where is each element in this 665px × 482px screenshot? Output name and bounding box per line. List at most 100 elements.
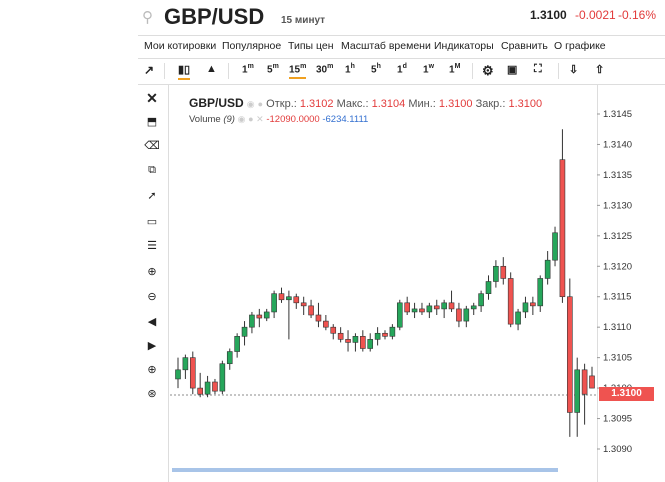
interval-1m-label: 1 bbox=[242, 64, 248, 76]
candle-body bbox=[352, 336, 359, 343]
interval-1m[interactable]: 1m bbox=[242, 63, 254, 75]
interval-5m[interactable]: 5m bbox=[267, 63, 279, 75]
interval-5h[interactable]: 5h bbox=[371, 63, 381, 75]
interval-1M-unit: M bbox=[454, 63, 461, 70]
quote-header: ⚲ GBP/USD 15 минут 1.3100 -0.0021 -0.16% bbox=[0, 0, 665, 34]
close-label: Закр.: bbox=[475, 98, 506, 110]
candle-body bbox=[234, 336, 240, 352]
interval-1h[interactable]: 1h bbox=[345, 63, 355, 75]
scroll-right-icon[interactable]: ▶ bbox=[147, 340, 157, 352]
volume-param: (9) bbox=[223, 114, 235, 125]
candle-body bbox=[323, 320, 329, 328]
toolbar-divider bbox=[472, 63, 473, 79]
settings-small-icon[interactable]: ● bbox=[257, 99, 264, 109]
candle-body bbox=[308, 305, 314, 316]
menu-popular[interactable]: Популярное bbox=[222, 40, 282, 52]
menu-indicators[interactable]: Индикаторы bbox=[434, 40, 494, 52]
low-value: 1.3100 bbox=[438, 98, 473, 110]
low-label: Мин.: bbox=[408, 98, 436, 110]
menu-compare[interactable]: Сравнить bbox=[501, 40, 548, 52]
volume-legend: Volume (9) ◉ ● ✕ -12090.0000 -6234.1111 bbox=[189, 114, 368, 125]
interval-1w-label: 1 bbox=[423, 64, 429, 76]
volume-bars bbox=[172, 468, 558, 472]
interval-1w-unit: w bbox=[428, 63, 435, 70]
interval-1M[interactable]: 1M bbox=[449, 63, 460, 75]
y-tick-label: 1.3130 bbox=[603, 200, 632, 211]
current-price-label: 1.3100 bbox=[599, 387, 654, 401]
camera-icon[interactable]: ▣ bbox=[507, 64, 518, 76]
zoom-in-icon[interactable]: ⊕ bbox=[147, 266, 157, 278]
candle-body bbox=[293, 296, 300, 304]
zoom-out-icon[interactable]: ⊖ bbox=[147, 291, 157, 303]
menu-bar: Мои котировки Популярное Типы цен Масшта… bbox=[138, 35, 665, 59]
gear-icon[interactable]: ⚙ bbox=[482, 63, 494, 78]
zoom-plus-icon[interactable]: ⊕ bbox=[147, 364, 157, 376]
candles-group bbox=[175, 129, 595, 437]
download-icon[interactable]: ⇩ bbox=[569, 64, 579, 76]
candle-body bbox=[500, 265, 507, 279]
menu-price-types[interactable]: Типы цен bbox=[288, 40, 334, 52]
menu-about-chart[interactable]: О графике bbox=[554, 40, 606, 52]
toolbar-divider bbox=[164, 63, 165, 79]
delete-tool-icon[interactable]: ⌫ bbox=[144, 140, 160, 152]
chart-toolbar: ↗ ▮▯ ▲ 1m 5m 15m 30m 1h 5h 1d 1w 1M ⚙ ▣ … bbox=[138, 58, 665, 85]
volume-value-2: -6234.1111 bbox=[322, 114, 369, 125]
menu-my-quotes[interactable]: Мои котировки bbox=[144, 40, 217, 52]
y-tick-label: 1.3125 bbox=[603, 231, 632, 242]
interval-30m[interactable]: 30m bbox=[316, 63, 333, 75]
scroll-left-icon[interactable]: ◀ bbox=[147, 316, 157, 328]
interval-1m-unit: m bbox=[247, 63, 254, 70]
settings-small-icon[interactable]: ● bbox=[248, 114, 254, 124]
candle-body bbox=[175, 369, 181, 380]
remove-icon[interactable]: ✕ bbox=[256, 114, 264, 124]
candle-body bbox=[507, 278, 514, 325]
interval-15m-label: 15 bbox=[289, 64, 301, 76]
y-tick-label: 1.3095 bbox=[603, 414, 632, 425]
candle-body bbox=[522, 302, 529, 313]
interval-1w[interactable]: 1w bbox=[423, 63, 434, 75]
eye-icon[interactable]: ◉ bbox=[237, 114, 246, 124]
close-icon[interactable]: ✕ bbox=[146, 90, 158, 106]
high-label: Макс.: bbox=[336, 98, 369, 110]
interval-15m[interactable]: 15m bbox=[289, 63, 307, 80]
candle-body bbox=[470, 305, 477, 310]
area-chart-icon[interactable]: ▲ bbox=[206, 63, 217, 75]
candle-body bbox=[241, 326, 248, 337]
candle-body bbox=[537, 278, 544, 307]
eye-icon[interactable]: ◉ bbox=[246, 99, 255, 109]
candle-body bbox=[574, 369, 581, 413]
last-price: 1.3100 bbox=[530, 8, 567, 22]
cursor-icon[interactable]: ↗ bbox=[144, 63, 155, 77]
upload-icon[interactable]: ⇧ bbox=[595, 64, 605, 76]
search-icon[interactable]: ⚲ bbox=[142, 9, 153, 26]
interval-1h-label: 1 bbox=[345, 64, 351, 76]
interval-30m-label: 30 bbox=[316, 64, 328, 76]
price-change-percent: -0.16% bbox=[618, 8, 657, 22]
candle-body bbox=[559, 159, 566, 298]
candle-body bbox=[581, 369, 588, 395]
candle-body bbox=[433, 305, 440, 310]
candle-body bbox=[478, 293, 484, 307]
candle-body bbox=[515, 311, 521, 325]
candle-body bbox=[249, 314, 255, 328]
fullscreen-icon[interactable]: ⛶ bbox=[534, 63, 542, 75]
candle-body bbox=[256, 314, 263, 319]
trendline-icon[interactable]: ➚ bbox=[147, 190, 157, 202]
select-tool-icon[interactable]: ⬒ bbox=[146, 116, 158, 128]
rectangle-icon[interactable]: ▭ bbox=[146, 216, 158, 228]
menu-time-scale[interactable]: Масштаб времени bbox=[341, 40, 431, 52]
reset-zoom-icon[interactable]: ⊛ bbox=[147, 388, 157, 400]
candlestick-icon[interactable]: ▮▯ bbox=[178, 63, 191, 80]
fibonacci-icon[interactable]: ☰ bbox=[147, 240, 157, 252]
interval-1M-label: 1 bbox=[449, 64, 455, 76]
candle-body bbox=[182, 357, 189, 371]
copy-tool-icon[interactable]: ⧉ bbox=[148, 164, 156, 176]
y-tick-label: 1.3090 bbox=[603, 444, 632, 455]
toolbar-divider bbox=[228, 63, 229, 79]
volume-label: Volume bbox=[189, 114, 221, 125]
candle-body bbox=[530, 302, 536, 307]
price-axis[interactable]: 1.3145 1.3140 1.3135 1.3130 1.3125 1.3120 1.31… bbox=[597, 109, 632, 455]
symbol-title[interactable]: GBP/USD bbox=[164, 4, 265, 29]
interval-1d[interactable]: 1d bbox=[397, 63, 407, 75]
